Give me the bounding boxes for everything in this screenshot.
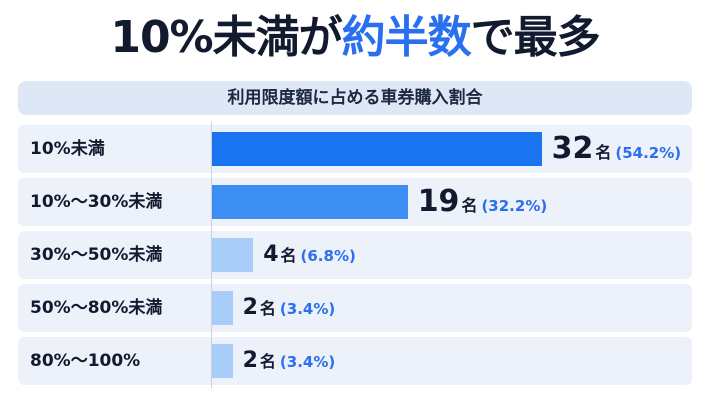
- category-label: 50%〜80%未満: [30, 298, 163, 318]
- bar: [212, 238, 254, 272]
- data-label-unit: 名: [259, 299, 276, 318]
- axis-divider: [211, 122, 212, 388]
- data-label-value: 2: [242, 348, 258, 373]
- data-label-unit: 名: [595, 143, 612, 162]
- category-label: 30%〜50%未満: [30, 245, 163, 265]
- bar: [212, 291, 233, 325]
- chart-subtitle: 利用限度額に占める車券購入割合: [18, 81, 692, 115]
- data-label-percent: (54.2%): [615, 144, 682, 162]
- data-label: 2 名 (3.4%): [243, 291, 336, 325]
- category-label: 10%〜30%未満: [30, 192, 163, 212]
- data-label: 32 名 (54.2%): [552, 132, 682, 166]
- data-label: 19 名 (32.2%): [418, 185, 548, 219]
- title-part-1: 10%未満が: [110, 12, 342, 63]
- data-label-percent: (3.4%): [279, 300, 336, 318]
- data-label-percent: (32.2%): [481, 197, 548, 215]
- title-accent: 約半数: [341, 12, 472, 63]
- data-label-value: 4: [263, 242, 279, 267]
- data-label-unit: 名: [461, 196, 478, 215]
- bar: [212, 344, 233, 378]
- data-label-unit: 名: [259, 352, 276, 371]
- category-label: 10%未満: [30, 139, 105, 159]
- category-label: 80%〜100%: [30, 351, 141, 371]
- data-label-percent: (3.4%): [279, 353, 336, 371]
- category-row: 50%〜80%未満: [18, 284, 692, 332]
- chart-title: 10%未満が約半数で最多: [0, 6, 710, 70]
- category-row: 80%〜100%: [18, 337, 692, 385]
- data-label: 2 名 (3.4%): [243, 344, 336, 378]
- data-label-unit: 名: [280, 246, 297, 265]
- bar: [212, 185, 408, 219]
- bar: [212, 132, 542, 166]
- data-label-value: 32: [551, 131, 594, 166]
- category-row: 30%〜50%未満: [18, 231, 692, 279]
- data-label-value: 19: [417, 184, 460, 219]
- data-label-percent: (6.8%): [300, 247, 356, 265]
- data-label-value: 2: [242, 295, 258, 320]
- title-part-2: で最多: [470, 12, 601, 63]
- data-label: 4 名 (6.8%): [263, 238, 356, 272]
